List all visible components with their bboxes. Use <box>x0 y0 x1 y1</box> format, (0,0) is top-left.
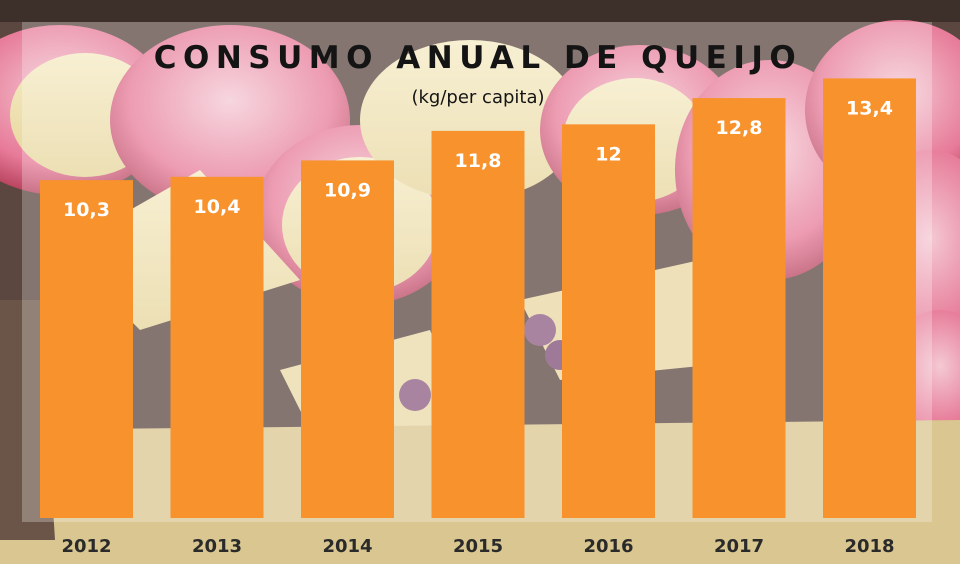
bar-2016 <box>562 124 655 518</box>
value-labels-layer: 10,3 10,4 10,9 11,8 12 12,8 13,4 <box>63 97 893 221</box>
value-label-2015: 11,8 <box>455 150 502 172</box>
bars-layer <box>40 78 916 519</box>
bar-2012 <box>40 180 133 519</box>
x-label-2014: 2014 <box>322 536 372 557</box>
x-label-2015: 2015 <box>453 536 503 557</box>
value-label-2012: 10,3 <box>63 199 110 221</box>
value-label-2016: 12 <box>595 143 621 165</box>
chart-subtitle: (kg/per capita) <box>411 87 544 108</box>
x-label-2018: 2018 <box>844 536 894 557</box>
x-label-2017: 2017 <box>714 536 764 557</box>
x-label-2016: 2016 <box>583 536 633 557</box>
bar-2014 <box>301 160 394 518</box>
x-label-2012: 2012 <box>61 536 111 557</box>
value-label-2017: 12,8 <box>716 117 763 139</box>
value-label-2018: 13,4 <box>846 97 893 119</box>
bar-2013 <box>170 176 264 519</box>
x-axis-labels: 2012 2013 2014 2015 2016 2017 2018 <box>61 536 894 557</box>
bar-2017 <box>692 98 786 518</box>
value-label-2014: 10,9 <box>324 179 371 201</box>
value-label-2013: 10,4 <box>194 196 241 218</box>
x-label-2013: 2013 <box>192 536 242 557</box>
chart-title: CONSUMO ANUAL DE QUEIJO <box>154 40 803 76</box>
bar-2015 <box>431 130 525 518</box>
bar-2018 <box>823 78 916 518</box>
